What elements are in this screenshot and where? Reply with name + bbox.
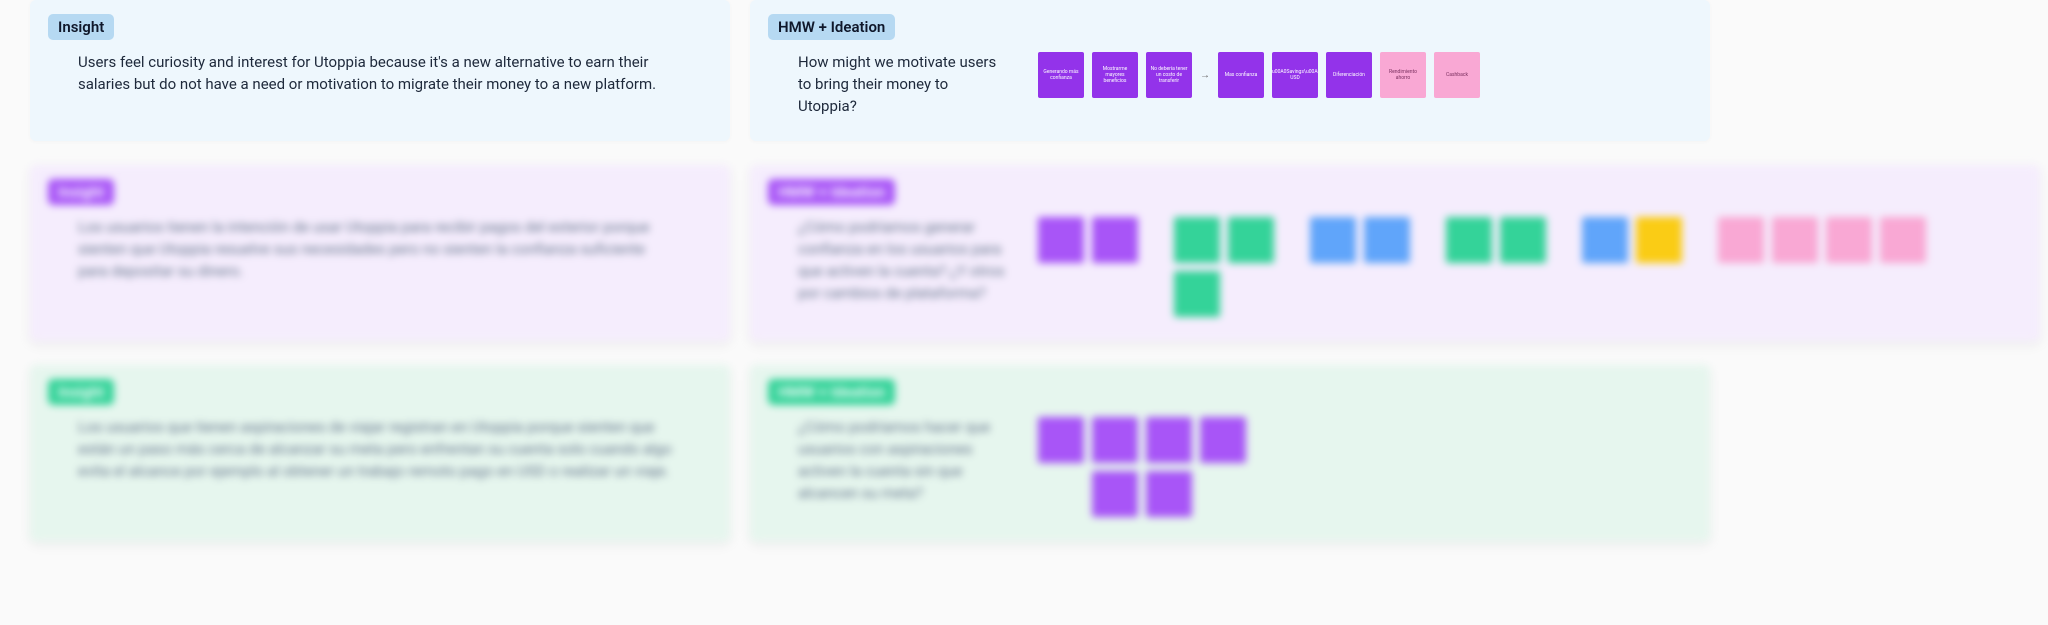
sticky-group: [1718, 217, 1926, 263]
sticky-note[interactable]: [1092, 417, 1138, 463]
stickies-row: [1038, 417, 1246, 517]
sticky-note[interactable]: Beneficio\u00A0Savings\u00A0Compras USD: [1272, 52, 1318, 98]
sticky-note[interactable]: [1146, 471, 1192, 517]
hmw-card: HMW + Ideation ¿Cómo podríamos generar c…: [750, 165, 2040, 341]
sticky-note[interactable]: [1146, 417, 1192, 463]
sticky-note[interactable]: [1880, 217, 1926, 263]
sticky-note[interactable]: [1038, 217, 1084, 263]
sticky-note[interactable]: Diferenciación: [1326, 52, 1372, 98]
sticky-note[interactable]: [1092, 217, 1138, 263]
insight-text: Los usuarios tienen la intención de usar…: [48, 217, 688, 282]
sticky-note[interactable]: [1092, 471, 1138, 517]
sticky-note[interactable]: [1582, 217, 1628, 263]
hmw-card: HMW + Ideation ¿Cómo podríamos hacer que…: [750, 365, 1710, 541]
hmw-badge: HMW + Ideation: [768, 379, 895, 405]
insight-badge: Insight: [48, 179, 114, 205]
sticky-note[interactable]: Rendimiento ahorro: [1380, 52, 1426, 98]
sticky-group: [1310, 217, 1410, 263]
sticky-note[interactable]: [1174, 271, 1220, 317]
insight-card: Insight Los usuarios tienen la intención…: [30, 165, 730, 341]
sticky-note[interactable]: [1228, 217, 1274, 263]
sticky-group: [1174, 217, 1274, 317]
insight-text: Los usuarios que tienen aspiraciones de …: [48, 417, 688, 482]
hmw-text: ¿Cómo podríamos generar confianza en los…: [798, 217, 1008, 304]
sticky-note[interactable]: [1826, 217, 1872, 263]
sticky-note[interactable]: [1174, 217, 1220, 263]
ideation-board: Insight Users feel curiosity and interes…: [0, 0, 2048, 541]
sticky-note[interactable]: Generando más confianza: [1038, 52, 1084, 98]
insight-card: Insight Los usuarios que tienen aspiraci…: [30, 365, 730, 541]
row-blue: Insight Users feel curiosity and interes…: [0, 0, 2048, 141]
insight-card: Insight Users feel curiosity and interes…: [30, 0, 730, 141]
sticky-group: [1446, 217, 1546, 263]
insight-badge: Insight: [48, 379, 114, 405]
sticky-note[interactable]: [1200, 417, 1246, 463]
hmw-text: ¿Cómo podríamos hacer que usuarios con a…: [798, 417, 1008, 504]
hmw-badge: HMW + Ideation: [768, 179, 895, 205]
row-purple: Insight Los usuarios tienen la intención…: [0, 165, 2048, 341]
sticky-note[interactable]: [1718, 217, 1764, 263]
sticky-note[interactable]: [1310, 217, 1356, 263]
sticky-note[interactable]: [1038, 417, 1084, 463]
hmw-text: How might we motivate users to bring the…: [798, 52, 1008, 117]
sticky-note[interactable]: Mostrarme mayores beneficios: [1092, 52, 1138, 98]
hmw-badge: HMW + Ideation: [768, 14, 895, 40]
sticky-group: [1582, 217, 1682, 263]
sticky-note[interactable]: Cashback: [1434, 52, 1480, 98]
sticky-note[interactable]: [1364, 217, 1410, 263]
stickies-row: Generando más confianzaMostrarme mayores…: [1038, 52, 1480, 98]
stickies-row: [1038, 217, 1954, 317]
sticky-note[interactable]: [1636, 217, 1682, 263]
insight-badge: Insight: [48, 14, 114, 40]
insight-text: Users feel curiosity and interest for Ut…: [48, 52, 688, 96]
hmw-card: HMW + Ideation How might we motivate use…: [750, 0, 1710, 141]
sticky-note[interactable]: No debería tener un costo de transferir: [1146, 52, 1192, 98]
sticky-note[interactable]: Mas confianza: [1218, 52, 1264, 98]
row-green: Insight Los usuarios que tienen aspiraci…: [0, 365, 2048, 541]
sticky-group: [1038, 417, 1246, 517]
sticky-note[interactable]: [1446, 217, 1492, 263]
arrow-icon: →: [1200, 70, 1210, 81]
sticky-note[interactable]: [1772, 217, 1818, 263]
sticky-group: [1038, 217, 1138, 263]
sticky-note[interactable]: [1500, 217, 1546, 263]
